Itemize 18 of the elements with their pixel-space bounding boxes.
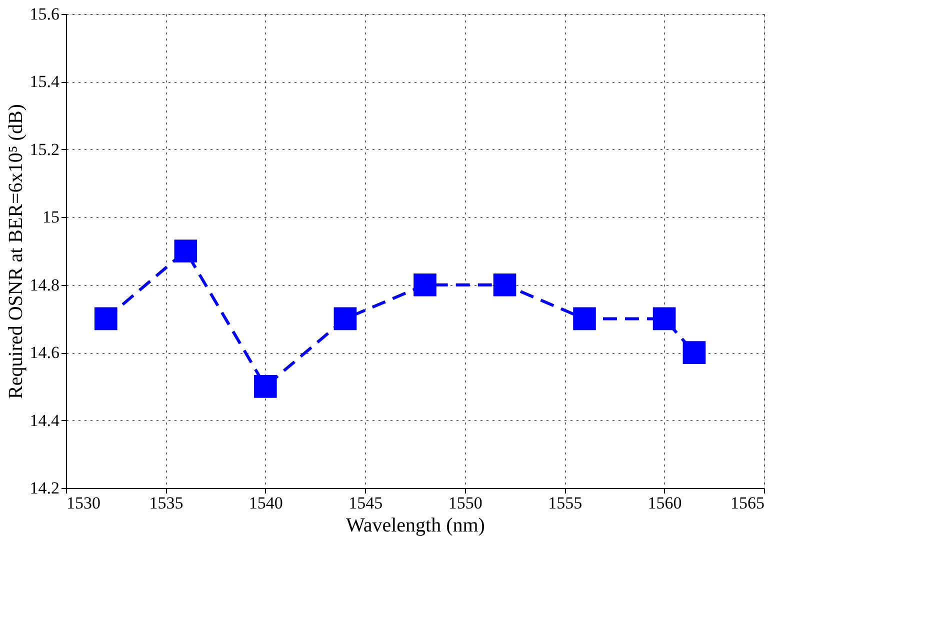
y-tick-label: 14.6 [30,343,60,362]
x-tick-label: 1555 [548,494,582,512]
y-tick-label: 14.8 [30,275,60,294]
x-tick-label: 1540 [248,494,283,512]
x-tick-label: 1545 [348,494,383,512]
y-axis-title: Required OSNR at BER=6x10⁵ (dB) [4,104,27,399]
x-tick-label: 1560 [648,494,682,512]
x-tick-label: 1535 [149,494,184,512]
y-tick-label: 14.2 [30,478,60,498]
x-tick-label: 1565 [730,494,764,512]
y-tick-label: 15.6 [30,4,60,24]
y-tick-label: 15 [42,208,60,227]
y-tick-label: 15.4 [30,72,60,92]
x-axis-title: Wavelength (nm) [346,514,485,536]
x-tick-label: 1530 [66,494,100,512]
x-tick-label: 1550 [448,494,482,512]
y-tick-label: 15.2 [30,140,60,159]
y-tick-label: 14.4 [30,410,60,430]
